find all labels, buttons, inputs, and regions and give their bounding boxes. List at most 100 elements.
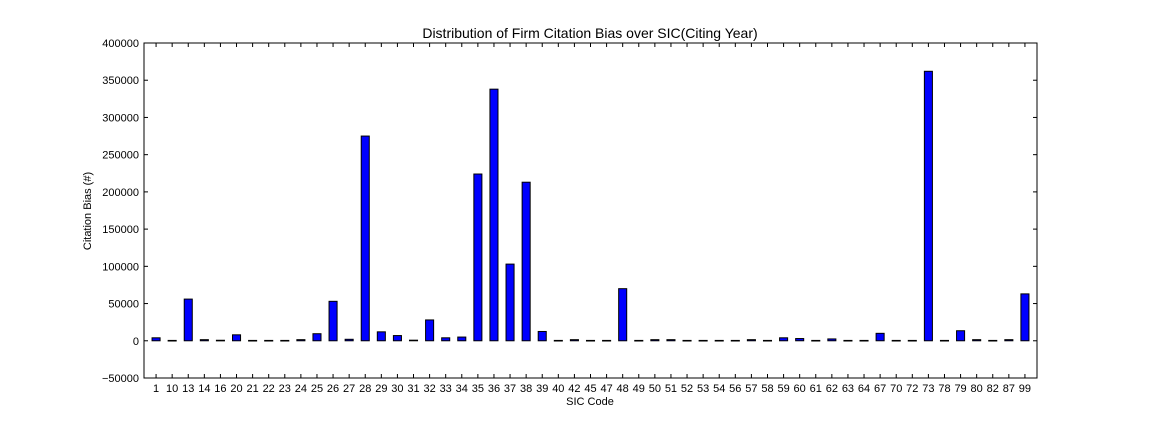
bar-sic-16	[216, 340, 224, 341]
x-tick-label: 32	[423, 383, 435, 395]
x-tick-label: 73	[922, 383, 934, 395]
x-axis-ticks: 1101314162021222324252627282930313233343…	[153, 43, 1031, 395]
bar-sic-23	[281, 340, 289, 341]
bar-sic-62	[828, 339, 836, 341]
bar-sic-24	[297, 340, 305, 341]
x-tick-label: 35	[472, 383, 484, 395]
x-tick-label: 59	[777, 383, 789, 395]
bar-sic-54	[715, 340, 723, 341]
x-tick-label: 39	[536, 383, 548, 395]
x-tick-label: 49	[633, 383, 645, 395]
bar-sic-36	[490, 89, 498, 341]
x-tick-label: 62	[826, 383, 838, 395]
x-tick-label: 13	[182, 383, 194, 395]
bar-sic-63	[844, 340, 852, 341]
x-tick-label: 16	[214, 383, 226, 395]
x-tick-label: 61	[810, 383, 822, 395]
bar-sic-34	[458, 337, 466, 341]
x-tick-label: 57	[745, 383, 757, 395]
y-tick-label: 400000	[102, 38, 139, 50]
x-axis-label: SIC Code	[566, 396, 614, 408]
bar-sic-26	[329, 301, 337, 340]
x-tick-label: 20	[230, 383, 242, 395]
bar-sic-13	[184, 299, 192, 341]
x-tick-label: 72	[906, 383, 918, 395]
bar-sic-61	[812, 340, 820, 341]
bar-sic-33	[442, 338, 450, 341]
x-tick-label: 45	[584, 383, 596, 395]
bar-sic-99	[1021, 294, 1029, 341]
y-tick-label: 100000	[102, 261, 139, 273]
x-tick-label: 26	[327, 383, 339, 395]
x-tick-label: 10	[166, 383, 178, 395]
bar-sic-25	[313, 334, 321, 341]
x-tick-label: 79	[954, 383, 966, 395]
bar-sic-80	[973, 340, 981, 341]
bar-sic-52	[683, 340, 691, 341]
y-tick-label: 50000	[108, 299, 139, 311]
bar-sic-32	[426, 320, 434, 341]
bar-sic-45	[586, 340, 594, 341]
bar-sic-39	[538, 331, 546, 340]
bars-group	[152, 71, 1029, 341]
bar-sic-73	[924, 71, 932, 340]
x-tick-label: 22	[263, 383, 275, 395]
y-tick-label: 150000	[102, 224, 139, 236]
bar-sic-70	[892, 340, 900, 341]
bar-sic-22	[265, 340, 273, 341]
x-tick-label: 37	[504, 383, 516, 395]
y-axis-label: Citation Bias (#)	[82, 172, 94, 250]
x-tick-label: 40	[552, 383, 564, 395]
y-tick-label: −50000	[102, 373, 139, 385]
x-tick-label: 34	[456, 383, 468, 395]
x-tick-label: 60	[794, 383, 806, 395]
bar-sic-58	[763, 340, 771, 341]
y-axis-ticks: 400000 350000 300000 250000 200000 150000 1000…	[102, 38, 1037, 385]
x-tick-label: 50	[649, 383, 661, 395]
bar-sic-59	[780, 338, 788, 341]
x-tick-label: 21	[246, 383, 258, 395]
x-tick-label: 31	[407, 383, 419, 395]
bar-sic-10	[168, 340, 176, 341]
bar-sic-82	[989, 340, 997, 341]
x-tick-label: 82	[987, 383, 999, 395]
bar-sic-78	[940, 340, 948, 341]
y-tick-label: 350000	[102, 75, 139, 87]
bar-sic-37	[506, 264, 514, 341]
bar-sic-57	[747, 340, 755, 341]
bar-sic-30	[393, 336, 401, 341]
x-tick-label: 48	[617, 383, 629, 395]
x-tick-label: 1	[153, 383, 159, 395]
x-tick-label: 36	[488, 383, 500, 395]
x-tick-label: 25	[311, 383, 323, 395]
x-tick-label: 24	[295, 383, 307, 395]
bar-sic-20	[233, 335, 241, 341]
x-tick-label: 38	[520, 383, 532, 395]
y-tick-label: 250000	[102, 150, 139, 162]
x-tick-label: 53	[697, 383, 709, 395]
x-tick-label: 87	[1003, 383, 1015, 395]
y-tick-label: 200000	[102, 187, 139, 199]
bar-sic-38	[522, 182, 530, 341]
bar-sic-67	[876, 333, 884, 340]
x-tick-label: 58	[761, 383, 773, 395]
bar-sic-50	[651, 340, 659, 341]
x-tick-label: 27	[343, 383, 355, 395]
bar-sic-40	[554, 340, 562, 341]
bar-sic-53	[699, 340, 707, 341]
bar-sic-49	[635, 340, 643, 341]
y-tick-label: 300000	[102, 112, 139, 124]
x-tick-label: 54	[713, 383, 725, 395]
x-tick-label: 80	[971, 383, 983, 395]
x-tick-label: 99	[1019, 383, 1031, 395]
x-tick-label: 30	[391, 383, 403, 395]
x-tick-label: 70	[890, 383, 902, 395]
x-tick-label: 28	[359, 383, 371, 395]
x-tick-label: 42	[568, 383, 580, 395]
x-tick-label: 29	[375, 383, 387, 395]
chart-title: Distribution of Firm Citation Bias over …	[422, 25, 757, 41]
x-tick-label: 64	[858, 383, 870, 395]
bar-sic-27	[345, 339, 353, 340]
bar-sic-42	[570, 340, 578, 341]
